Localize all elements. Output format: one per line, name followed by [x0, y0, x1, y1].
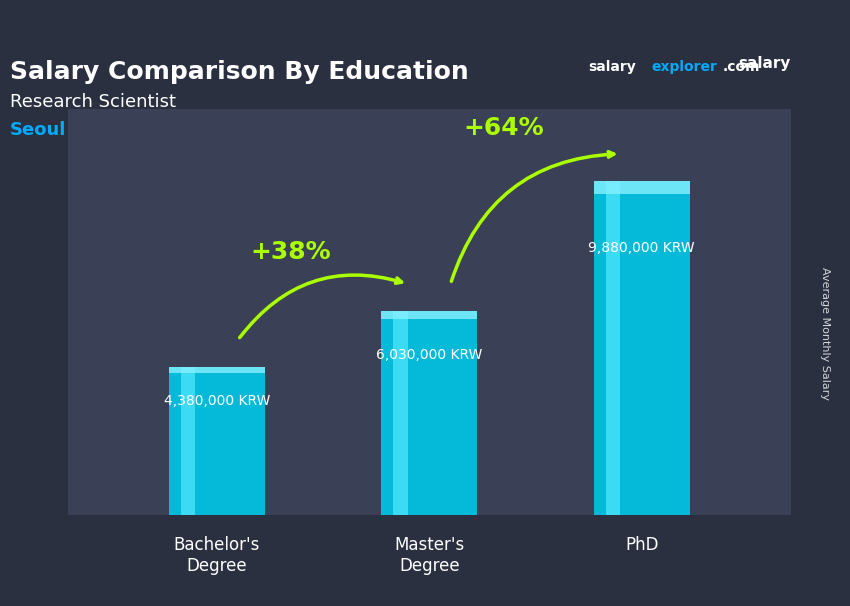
- Text: explorer: explorer: [652, 61, 717, 75]
- Text: .com: .com: [722, 61, 760, 75]
- Bar: [382, 311, 477, 319]
- Text: 4,380,000 KRW: 4,380,000 KRW: [163, 393, 270, 408]
- Bar: [169, 367, 264, 515]
- Bar: [382, 311, 477, 515]
- Bar: [594, 181, 689, 515]
- Text: Research Scientist: Research Scientist: [10, 93, 176, 111]
- Text: Salary Comparison By Education: Salary Comparison By Education: [10, 61, 469, 84]
- Bar: [606, 181, 620, 515]
- Text: +38%: +38%: [251, 240, 332, 264]
- Bar: [394, 311, 408, 515]
- Bar: [181, 367, 196, 515]
- Text: +64%: +64%: [463, 116, 544, 140]
- Text: salary: salary: [588, 61, 636, 75]
- Bar: [169, 367, 264, 373]
- Text: salary: salary: [738, 56, 790, 72]
- Text: 9,880,000 KRW: 9,880,000 KRW: [588, 241, 695, 255]
- Text: Average Monthly Salary: Average Monthly Salary: [819, 267, 830, 400]
- Bar: [594, 181, 689, 194]
- Text: 6,030,000 KRW: 6,030,000 KRW: [376, 348, 483, 362]
- Text: Seoul: Seoul: [10, 121, 66, 139]
